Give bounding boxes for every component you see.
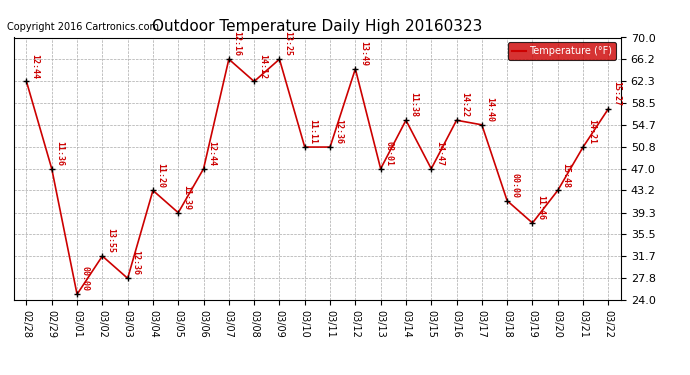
- Text: 12:36: 12:36: [334, 119, 343, 144]
- Text: 00:00: 00:00: [81, 267, 90, 291]
- Text: 11:39: 11:39: [182, 185, 191, 210]
- Text: 14:40: 14:40: [486, 97, 495, 122]
- Text: 11:11: 11:11: [308, 119, 317, 144]
- Text: 12:16: 12:16: [233, 32, 241, 56]
- Text: Copyright 2016 Cartronics.com: Copyright 2016 Cartronics.com: [7, 22, 159, 32]
- Text: 00:00: 00:00: [511, 173, 520, 198]
- Text: 13:55: 13:55: [106, 228, 115, 253]
- Text: 14:21: 14:21: [586, 119, 596, 144]
- Text: 15:48: 15:48: [562, 163, 571, 188]
- Text: 13:25: 13:25: [284, 32, 293, 56]
- Text: 11:38: 11:38: [410, 92, 419, 117]
- Text: 14:47: 14:47: [435, 141, 444, 166]
- Text: 15:27: 15:27: [612, 81, 621, 106]
- Text: 13:49: 13:49: [359, 41, 368, 66]
- Title: Outdoor Temperature Daily High 20160323: Outdoor Temperature Daily High 20160323: [152, 18, 482, 33]
- Text: 11:46: 11:46: [536, 195, 545, 220]
- Text: 14:22: 14:22: [460, 92, 469, 117]
- Text: 11:36: 11:36: [55, 141, 65, 166]
- Legend: Temperature (°F): Temperature (°F): [508, 42, 616, 60]
- Text: 12:44: 12:44: [208, 141, 217, 166]
- Text: 12:36: 12:36: [132, 251, 141, 276]
- Text: 12:44: 12:44: [30, 54, 39, 79]
- Text: 08:01: 08:01: [384, 141, 393, 166]
- Text: 11:20: 11:20: [157, 163, 166, 188]
- Text: 14:12: 14:12: [258, 54, 267, 79]
